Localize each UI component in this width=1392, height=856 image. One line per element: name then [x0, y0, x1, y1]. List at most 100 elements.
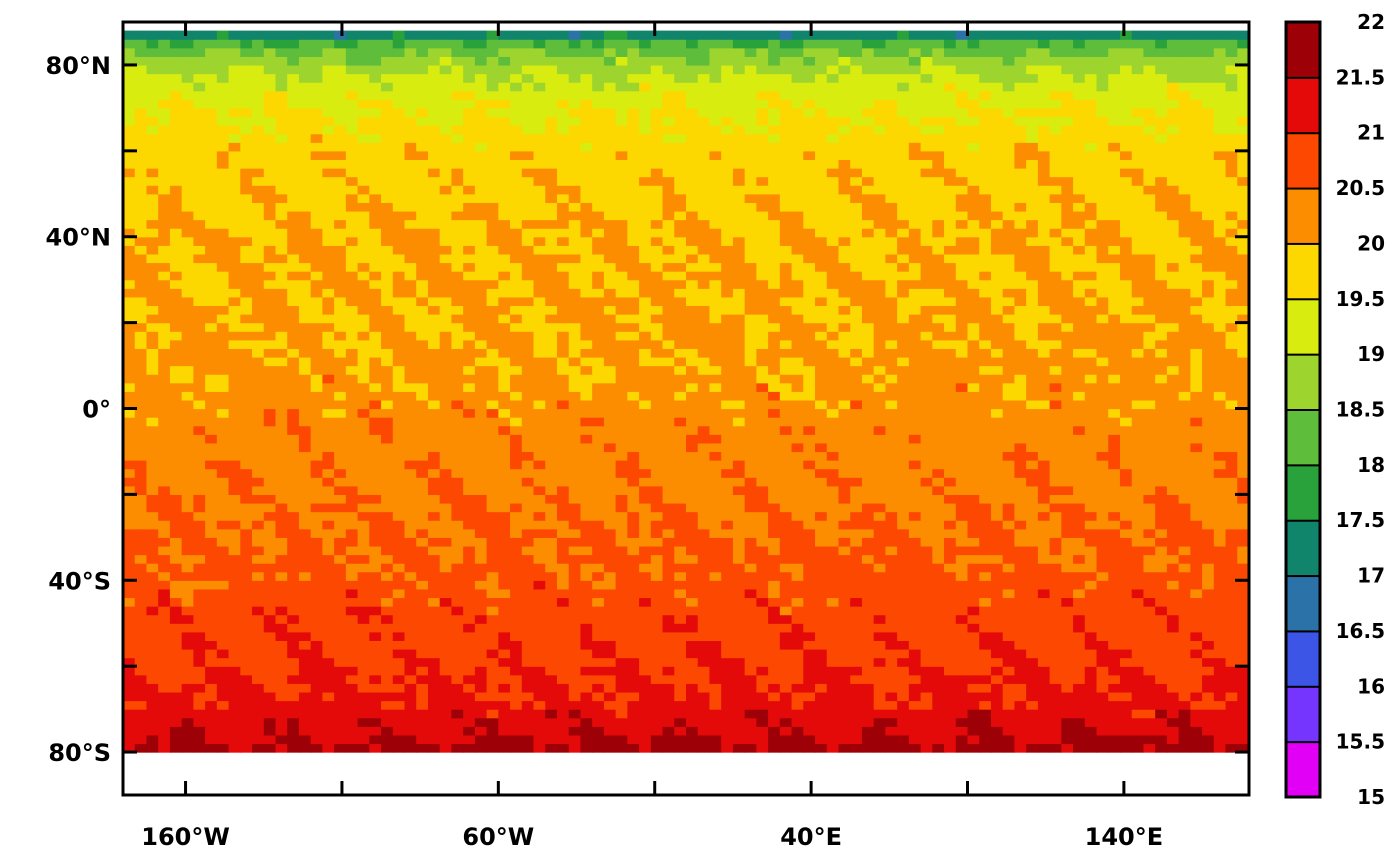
- heatmap-cell: [1002, 588, 1016, 599]
- heatmap-cell: [932, 382, 945, 392]
- heatmap-cell: [1178, 425, 1191, 435]
- heatmap-cell: [615, 674, 628, 684]
- heatmap-cell: [1096, 631, 1109, 641]
- heatmap-cell: [1225, 425, 1238, 435]
- heatmap-cell: [205, 511, 218, 521]
- heatmap-cell: [357, 588, 370, 599]
- heatmap-cell: [721, 648, 734, 659]
- heatmap-cell: [1108, 537, 1121, 547]
- heatmap-cell: [592, 305, 605, 315]
- heatmap-cell: [1049, 305, 1062, 315]
- heatmap-cell: [1037, 683, 1051, 693]
- heatmap-cell: [873, 726, 886, 736]
- heatmap-cell: [1166, 717, 1180, 727]
- heatmap-cell: [298, 520, 312, 530]
- heatmap-cell: [768, 408, 781, 418]
- heatmap-cell: [1073, 502, 1086, 513]
- heatmap-cell: [193, 709, 206, 719]
- heatmap-cell: [1237, 460, 1250, 470]
- heatmap-cell: [650, 709, 664, 719]
- heatmap-cell: [1014, 520, 1027, 530]
- heatmap-cell: [1119, 348, 1133, 358]
- heatmap-cell: [510, 365, 523, 375]
- heatmap-cell: [463, 563, 476, 573]
- heatmap-cell: [885, 683, 898, 693]
- heatmap-cell: [697, 331, 711, 341]
- heatmap-cell: [1108, 691, 1121, 702]
- heatmap-cell: [897, 717, 910, 727]
- heatmap-cell: [979, 614, 992, 624]
- heatmap-cell: [1202, 442, 1215, 453]
- heatmap-cell: [205, 743, 218, 753]
- heatmap-cell: [803, 511, 816, 521]
- heatmap-cell: [826, 434, 840, 444]
- heatmap-cell: [1143, 554, 1156, 564]
- heatmap-cell: [791, 451, 804, 461]
- heatmap-cell: [357, 563, 370, 573]
- heatmap-cell: [486, 374, 499, 384]
- heatmap-cell: [580, 597, 593, 607]
- heatmap-cell: [662, 382, 675, 392]
- heatmap-cell: [298, 339, 312, 349]
- heatmap-cell: [345, 460, 359, 470]
- heatmap-cell: [1073, 726, 1086, 736]
- heatmap-cell: [815, 331, 828, 341]
- heatmap-cell: [134, 399, 148, 410]
- heatmap-cell: [967, 545, 980, 556]
- heatmap-cell: [369, 666, 382, 676]
- heatmap-cell: [134, 597, 148, 607]
- heatmap-cell: [146, 683, 159, 693]
- heatmap-cell: [1119, 691, 1133, 702]
- heatmap-cell: [885, 606, 898, 616]
- heatmap-cell: [1002, 339, 1016, 349]
- heatmap-cell: [650, 717, 664, 727]
- heatmap-cell: [510, 554, 523, 564]
- heatmap-cell: [721, 391, 734, 401]
- heatmap-cell: [1026, 537, 1039, 547]
- heatmap-cell: [1237, 305, 1250, 315]
- heatmap-cell: [123, 356, 136, 367]
- heatmap-cell: [451, 417, 464, 427]
- heatmap-cell: [474, 640, 488, 650]
- heatmap-cell: [932, 571, 945, 581]
- heatmap-cell: [228, 528, 241, 538]
- heatmap-cell: [474, 468, 488, 478]
- heatmap-cell: [556, 640, 570, 650]
- heatmap-cell: [486, 322, 499, 332]
- heatmap-cell: [709, 554, 722, 564]
- heatmap-cell: [979, 588, 992, 599]
- heatmap-cell: [791, 520, 804, 530]
- heatmap-cell: [1237, 348, 1250, 358]
- heatmap-cell: [216, 485, 230, 495]
- heatmap-cell: [791, 606, 804, 616]
- heatmap-cell: [275, 597, 288, 607]
- heatmap-cell: [650, 382, 664, 392]
- heatmap-cell: [1119, 743, 1133, 753]
- heatmap-cell: [756, 691, 769, 702]
- heatmap-cell: [1190, 537, 1203, 547]
- heatmap-cell: [920, 305, 933, 315]
- heatmap-cell: [510, 417, 523, 427]
- heatmap-cell: [686, 597, 699, 607]
- heatmap-cell: [146, 743, 159, 753]
- heatmap-cell: [908, 511, 922, 521]
- heatmap-cell: [334, 606, 347, 616]
- heatmap-cell: [1131, 399, 1145, 410]
- heatmap-cell: [357, 674, 370, 684]
- heatmap-cell: [744, 657, 757, 667]
- heatmap-cell: [803, 485, 816, 495]
- heatmap-cell: [873, 442, 886, 453]
- heatmap-cell: [603, 425, 617, 435]
- heatmap-cell: [416, 331, 429, 341]
- heatmap-cell: [533, 399, 546, 410]
- heatmap-cell: [451, 502, 464, 513]
- heatmap-cell: [650, 460, 664, 470]
- heatmap-cell: [897, 709, 910, 719]
- heatmap-cell: [944, 563, 957, 573]
- heatmap-cell: [275, 588, 288, 599]
- heatmap-cell: [381, 554, 394, 564]
- heatmap-cell: [1061, 442, 1074, 453]
- heatmap-cell: [298, 494, 312, 504]
- heatmap-cell: [861, 511, 875, 521]
- heatmap-cell: [1237, 314, 1250, 324]
